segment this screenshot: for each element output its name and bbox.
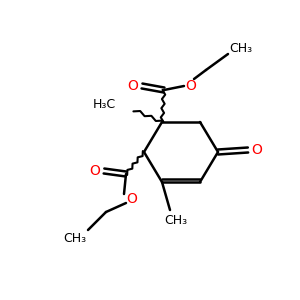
Text: CH₃: CH₃ xyxy=(230,43,253,56)
Text: O: O xyxy=(252,143,262,157)
Text: H₃C: H₃C xyxy=(93,98,116,110)
Text: O: O xyxy=(186,79,196,93)
Text: O: O xyxy=(127,192,137,206)
Text: O: O xyxy=(128,79,138,93)
Text: CH₃: CH₃ xyxy=(164,214,188,226)
Text: O: O xyxy=(90,164,101,178)
Text: CH₃: CH₃ xyxy=(63,232,87,244)
